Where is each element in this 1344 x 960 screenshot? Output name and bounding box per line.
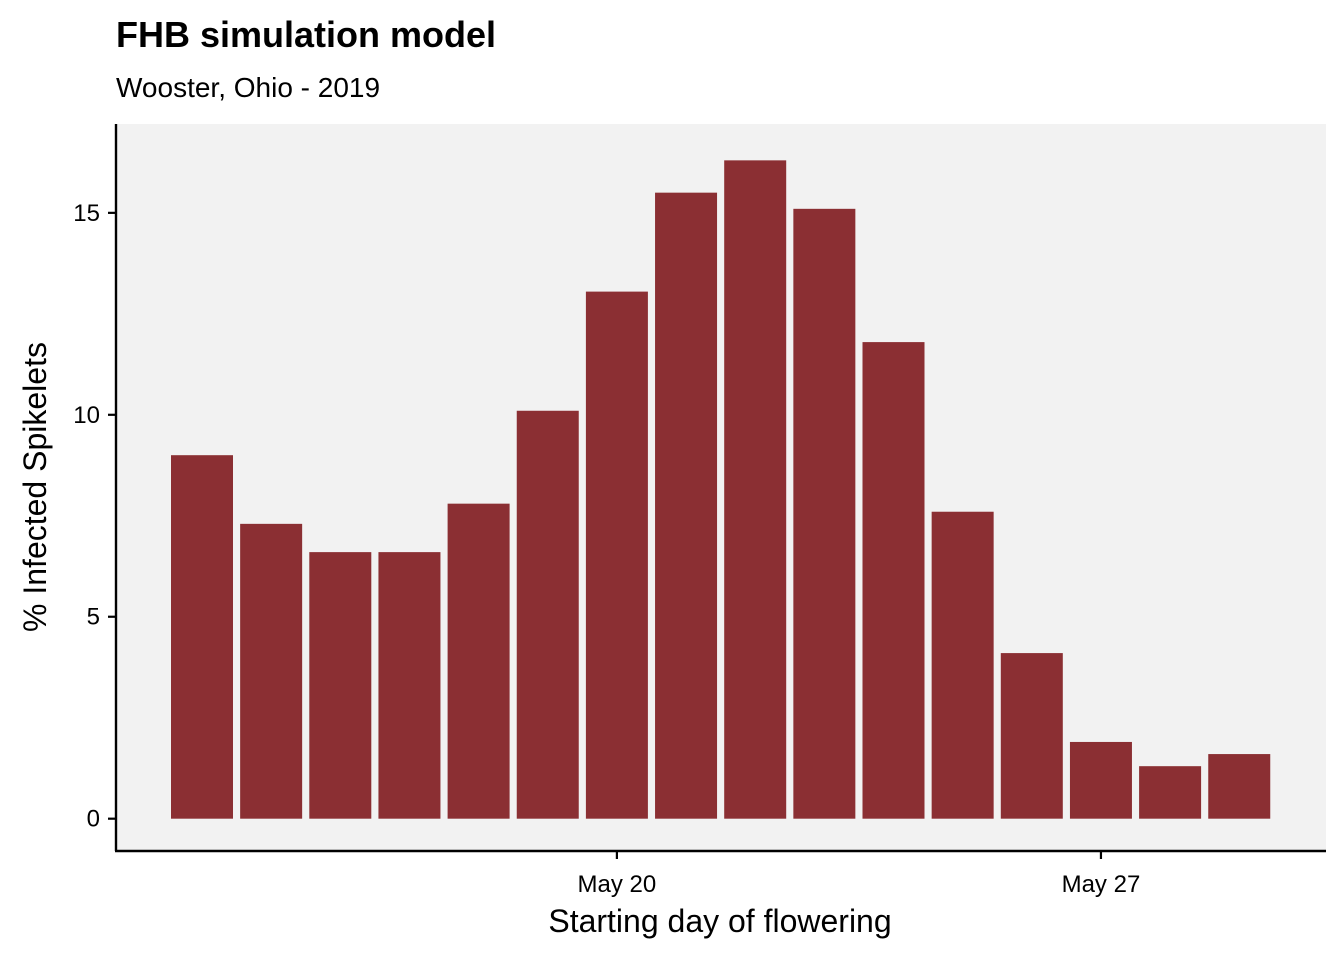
bar [1000, 653, 1063, 819]
bar [516, 410, 579, 819]
bar [447, 503, 510, 819]
y-tick-label: 0 [87, 806, 100, 833]
y-axis-title: % Infected Spikelets [17, 342, 53, 632]
bar [1139, 766, 1202, 819]
bars-group [171, 160, 1271, 819]
y-axis-ticks: 0 5 10 15 [73, 200, 116, 833]
bar [378, 552, 441, 819]
bar [240, 523, 303, 819]
chart-title: FHB simulation model [116, 14, 497, 55]
y-tick-label: 5 [87, 604, 100, 631]
bar [1069, 741, 1132, 819]
y-tick-label: 10 [73, 402, 100, 429]
bar [1208, 754, 1271, 819]
chart-subtitle: Wooster, Ohio - 2019 [116, 72, 381, 103]
bar [655, 192, 718, 819]
bar [585, 291, 648, 819]
x-tick-label: May 27 [1062, 871, 1141, 898]
bar [793, 208, 856, 819]
y-tick-label: 15 [73, 200, 100, 227]
bar [862, 342, 925, 819]
x-axis-ticks: May 20 May 27 [578, 851, 1141, 898]
bar [931, 511, 994, 819]
x-tick-label: May 20 [578, 871, 657, 898]
x-axis-title: Starting day of flowering [548, 903, 891, 939]
bar [309, 552, 372, 819]
bar [724, 160, 787, 819]
bar [171, 455, 233, 819]
